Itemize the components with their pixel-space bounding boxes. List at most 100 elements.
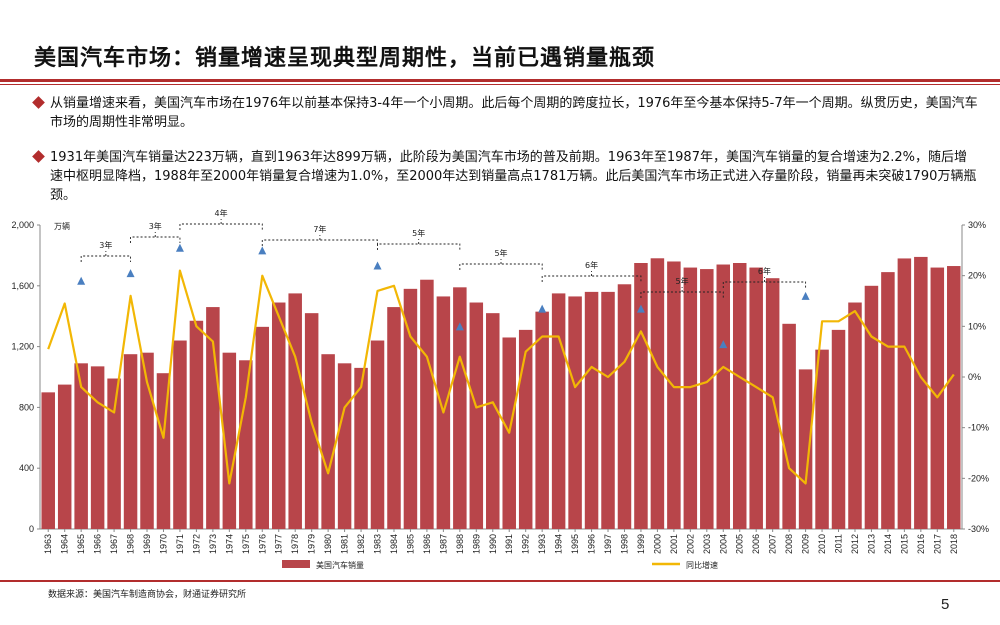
bullet-1: 从销量增速来看，美国汽车市场在1976年以前基本保持3-4年一个小周期。此后每个… <box>32 94 979 132</box>
x-tick-label: 1969 <box>142 534 152 554</box>
title-rule-thin <box>0 84 1000 85</box>
bar-2006 <box>749 267 763 529</box>
x-tick-label: 1987 <box>438 534 448 554</box>
x-tick-label: 2006 <box>751 534 761 554</box>
bar-1999 <box>634 263 648 529</box>
x-tick-label: 1994 <box>554 534 564 554</box>
x-tick-label: 1979 <box>307 534 317 554</box>
x-tick-label: 1972 <box>191 534 201 554</box>
cycle-markers <box>77 243 810 349</box>
x-tick-label: 1977 <box>274 534 284 554</box>
bar-2000 <box>650 258 665 529</box>
bar-2007 <box>765 278 780 529</box>
bar-2001 <box>667 261 681 529</box>
cycle-marker-1988-triangle-icon <box>455 322 464 331</box>
x-tick-label: 1999 <box>636 534 646 554</box>
x-tick-label: 1966 <box>93 534 103 554</box>
bar-1993 <box>535 311 549 529</box>
y-right-tick-label: 30% <box>968 220 986 230</box>
x-tick-label: 1976 <box>257 534 267 554</box>
y-right-tick-label: 0% <box>968 372 981 382</box>
x-tick-label: 1981 <box>340 534 350 554</box>
cycle-marker-1993-triangle-icon <box>538 304 547 313</box>
x-tick-label: 1991 <box>504 534 514 554</box>
bar-1965 <box>74 363 88 529</box>
bar-1981 <box>337 363 352 529</box>
bar-1983 <box>370 340 385 529</box>
y-right-tick-label: 20% <box>968 271 986 281</box>
bar-1978 <box>288 293 302 529</box>
legend-bar-swatch <box>282 560 310 568</box>
bar-1966 <box>90 366 105 529</box>
x-tick-label: 1968 <box>126 534 136 554</box>
x-tick-label: 1973 <box>208 534 218 554</box>
legend-bar-label: 美国汽车销量 <box>316 560 364 570</box>
y-left-tick-label: 400 <box>19 463 34 473</box>
cycle-bracket <box>377 243 461 250</box>
bar-1976 <box>255 326 270 529</box>
cycle-marker-1999-triangle-icon <box>636 304 645 313</box>
x-tick-label: 2007 <box>768 534 778 554</box>
x-tick-label: 1989 <box>471 534 481 554</box>
bar-1995 <box>568 296 582 529</box>
x-tick-label: 1984 <box>389 534 399 554</box>
bar-2009 <box>798 369 813 529</box>
cycle-label: 5年 <box>412 228 425 238</box>
x-tick-label: 2009 <box>801 534 811 554</box>
x-tick-label: 2004 <box>718 534 728 554</box>
cycle-bracket <box>261 239 378 246</box>
y-left-tick-label: 0 <box>29 524 34 534</box>
bar-1968 <box>123 354 138 529</box>
x-tick-label: 2005 <box>735 534 745 554</box>
growth-line <box>47 269 955 485</box>
y-left-tick-label: 1,200 <box>11 342 34 352</box>
bar-2004 <box>716 264 731 529</box>
bar-1994 <box>551 293 566 529</box>
cycle-label: 3年 <box>149 221 162 231</box>
cycle-label: 4年 <box>215 208 228 218</box>
title-rule <box>0 79 1000 82</box>
x-tick-label: 1988 <box>455 534 465 554</box>
bar-1977 <box>271 302 286 529</box>
x-tick-label: 1997 <box>603 534 613 554</box>
x-tick-label: 1995 <box>570 534 580 554</box>
bar-1998 <box>617 284 632 529</box>
cycle-bracket <box>179 223 263 230</box>
x-tick-label: 1983 <box>373 534 383 554</box>
x-tick-label: 1978 <box>290 534 300 554</box>
cycle-marker-1983-triangle-icon <box>373 261 382 270</box>
bar-1996 <box>584 291 599 529</box>
bar-1964 <box>57 384 72 529</box>
chart-axes: 0 400 800 1,200 1,600 2,000 -30% -20% -10% 0% 10% 2… <box>11 220 989 554</box>
footer-rule <box>0 580 1000 582</box>
x-tick-label: 1964 <box>60 534 70 554</box>
x-tick-label: 2014 <box>883 534 893 554</box>
x-tick-label: 1982 <box>356 534 366 554</box>
cycle-marker-1968-triangle-icon <box>126 269 135 278</box>
cycle-marker-2009-triangle-icon <box>801 291 810 300</box>
x-tick-label: 2002 <box>685 534 695 554</box>
bar-2003 <box>700 269 714 529</box>
bar-1975 <box>239 360 253 529</box>
y-right-tick-label: -10% <box>968 423 989 433</box>
cycle-marker-1965-triangle-icon <box>77 276 86 285</box>
x-tick-label: 1992 <box>521 534 531 554</box>
cycle-label: 6年 <box>585 260 598 270</box>
bar-1967 <box>107 378 121 529</box>
bullet-2-text: 1931年美国汽车销量达223万辆，直到1963年达899万辆，此阶段为美国汽车… <box>50 150 977 203</box>
bar-2008 <box>782 323 796 529</box>
sales-growth-chart: 0 400 800 1,200 1,600 2,000 -30% -20% -10% 0% 10% 2… <box>11 208 989 570</box>
x-tick-label: 1996 <box>587 534 597 554</box>
cycle-annotations: 3年 3年 4年 7年 5年 5年 6年 5年 6年 <box>80 208 807 298</box>
cycle-label: 7年 <box>313 224 326 234</box>
y-right-tick-label: -20% <box>968 473 989 483</box>
bar-2010 <box>815 349 829 529</box>
bullet-2: 1931年美国汽车销量达223万辆，直到1963年达899万辆，此阶段为美国汽车… <box>32 148 979 205</box>
bar-1971 <box>173 340 187 529</box>
bar-1982 <box>354 367 368 529</box>
x-tick-label: 2015 <box>899 534 909 554</box>
x-tick-label: 1998 <box>619 534 629 554</box>
legend-line-label: 同比增速 <box>686 560 718 570</box>
page-title: 美国汽车市场：销量增速呈现典型周期性，当前已遇销量瓶颈 <box>34 45 656 71</box>
bar-2015 <box>897 258 912 529</box>
